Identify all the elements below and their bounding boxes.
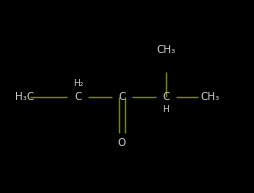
Text: CH₃: CH₃ xyxy=(156,45,175,55)
Text: CH₃: CH₃ xyxy=(199,92,218,102)
Text: C: C xyxy=(118,92,125,102)
Text: C: C xyxy=(74,92,81,102)
Text: H: H xyxy=(162,106,169,114)
Text: H₂: H₂ xyxy=(73,79,83,87)
Text: C: C xyxy=(162,92,169,102)
Text: O: O xyxy=(117,138,126,148)
Text: H₃C: H₃C xyxy=(15,92,34,102)
